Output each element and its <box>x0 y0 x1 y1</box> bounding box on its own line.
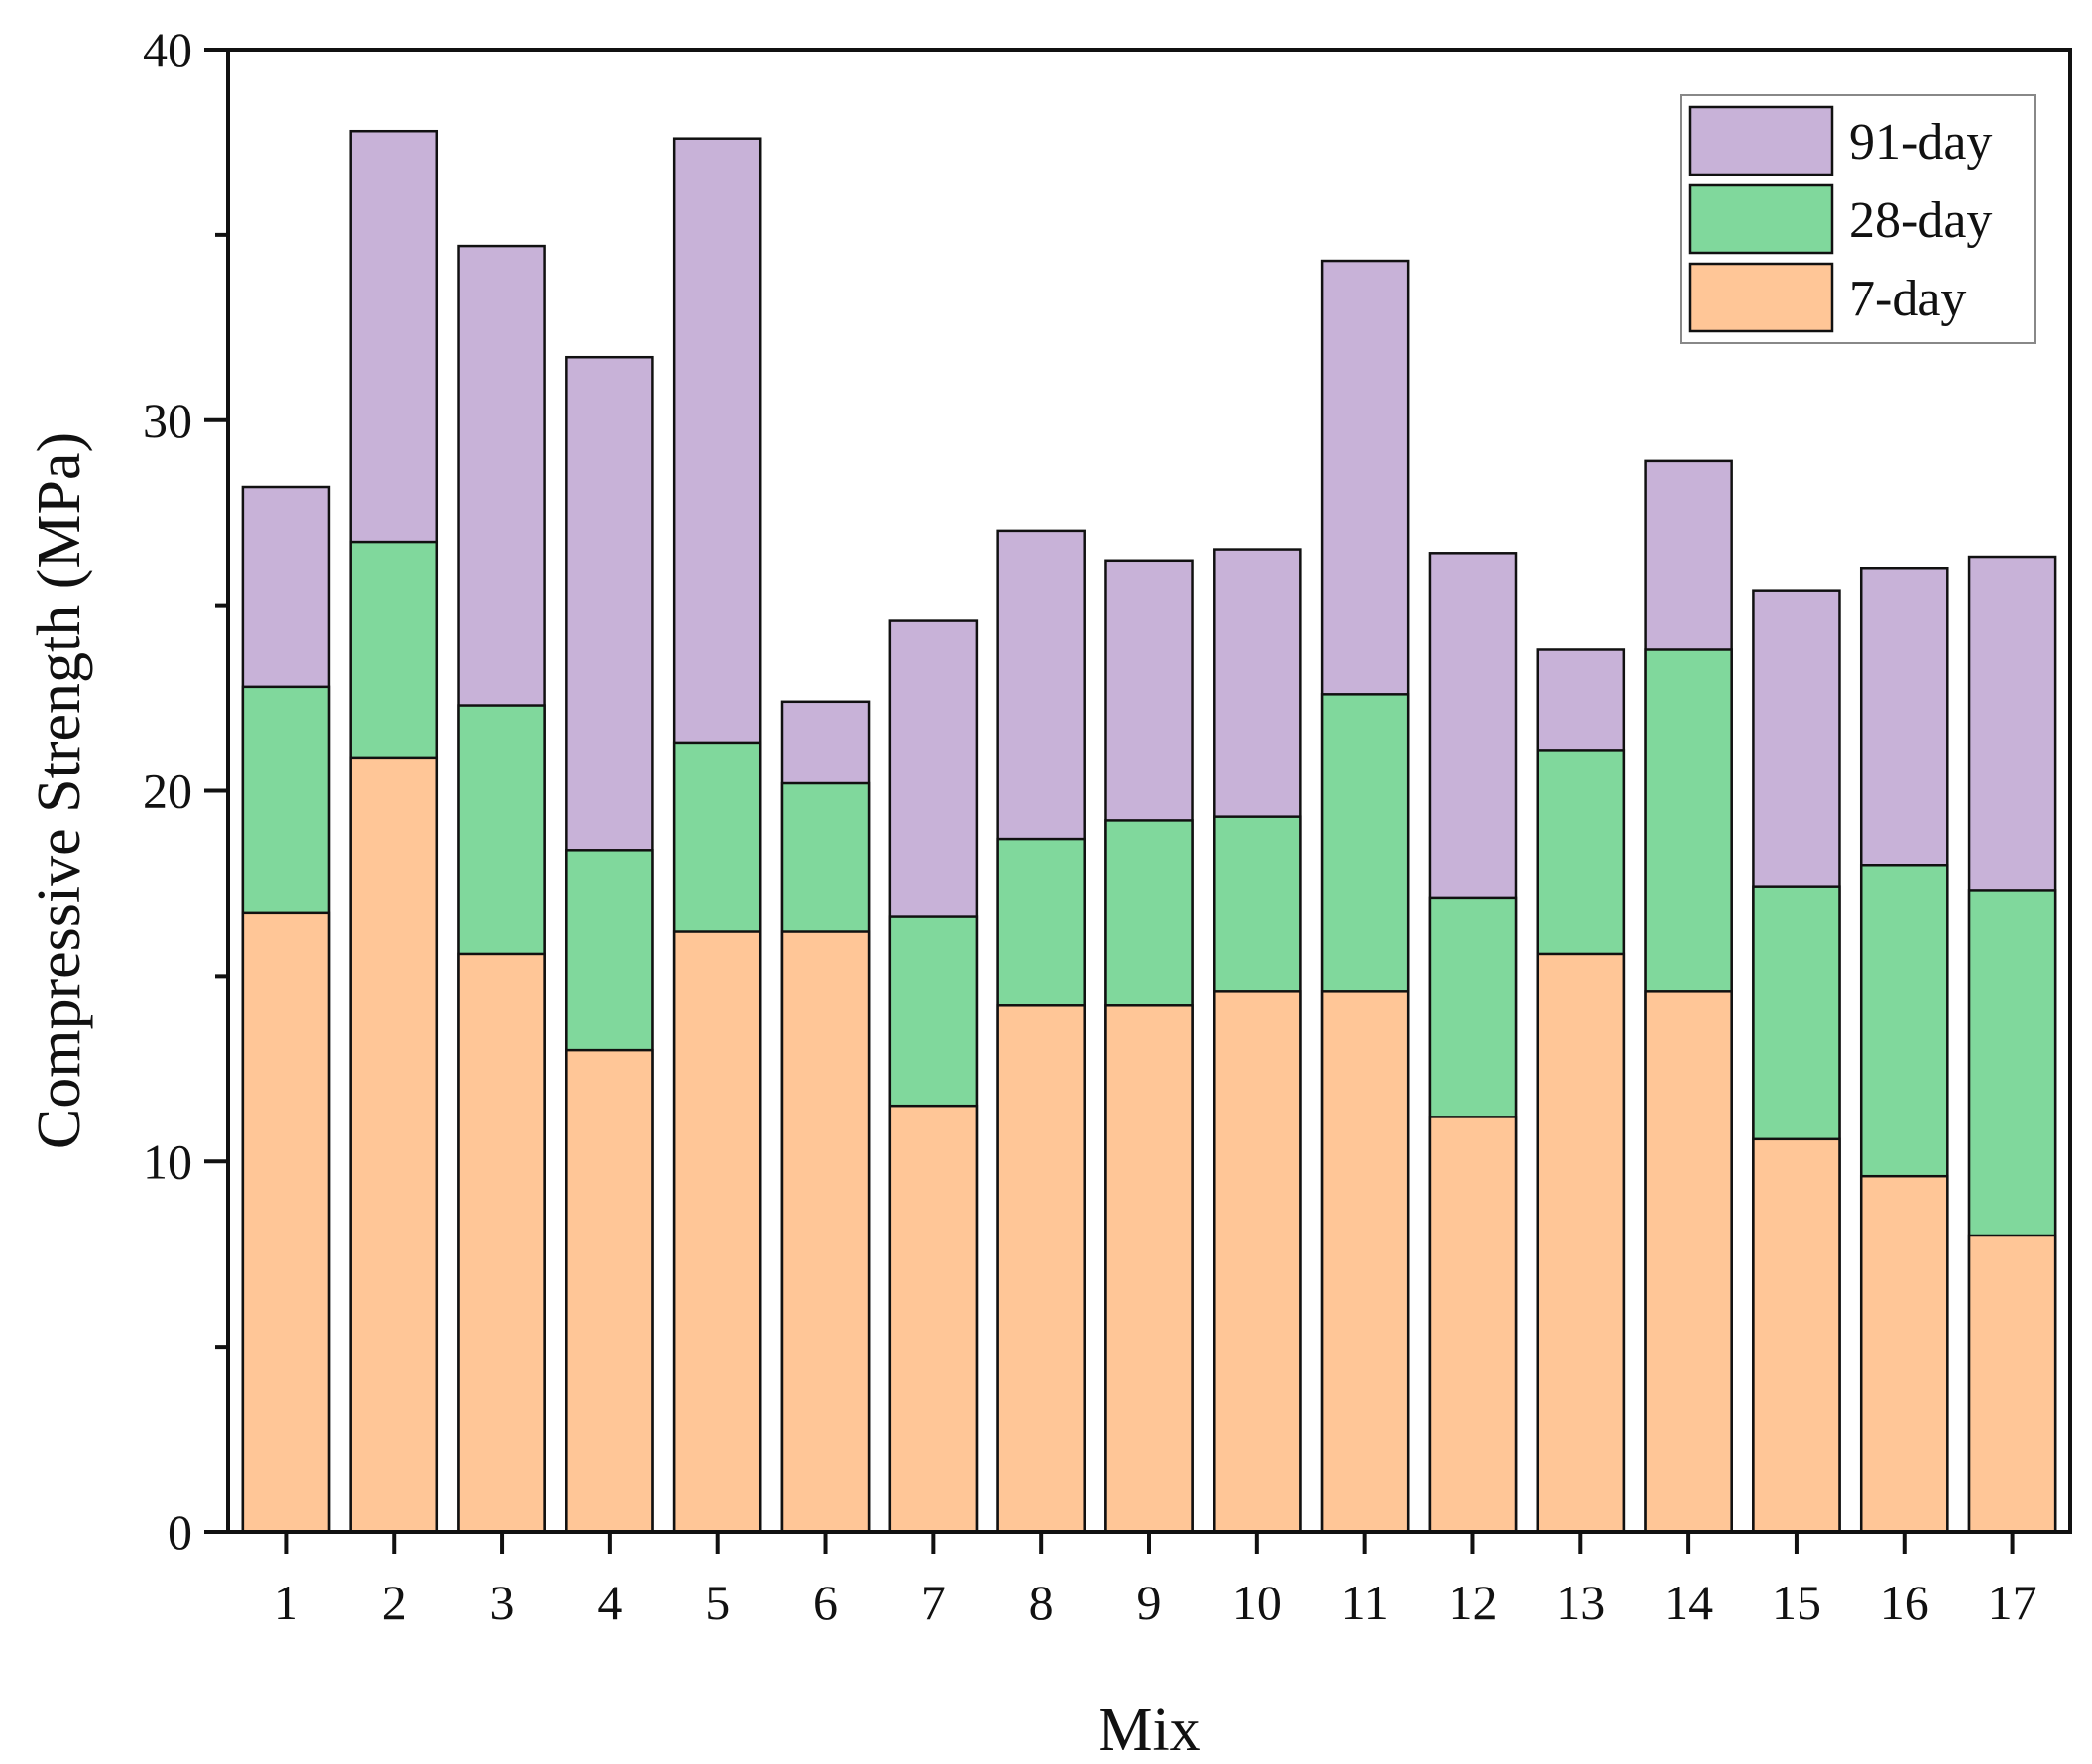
bar-7-day-mix-17 <box>1967 1234 2057 1534</box>
bar-7-day-mix-1 <box>241 911 331 1534</box>
y-tick-label: 40 <box>143 22 192 77</box>
x-tick-label: 5 <box>705 1575 730 1630</box>
bar-7-day-mix-15 <box>1752 1137 1841 1534</box>
y-tick-label: 0 <box>168 1504 192 1560</box>
y-tick-label: 20 <box>143 764 192 819</box>
y-tick-label: 30 <box>143 393 192 448</box>
x-tick-label: 7 <box>921 1575 946 1630</box>
x-tick-label: 2 <box>382 1575 407 1630</box>
legend: 91-day 28-day 7-day <box>1680 94 2036 344</box>
x-tick-label: 1 <box>274 1575 298 1630</box>
bar-7-day-mix-5 <box>672 930 762 1534</box>
legend-swatch-91-day <box>1688 105 1834 176</box>
bar-7-day-mix-11 <box>1320 990 1410 1534</box>
x-tick-label: 12 <box>1448 1575 1497 1630</box>
bar-7-day-mix-12 <box>1428 1116 1518 1534</box>
bar-7-day-mix-7 <box>888 1104 979 1534</box>
bar-7-day-mix-13 <box>1536 952 1626 1534</box>
y-axis-label: Compressive Strength (MPa) <box>26 432 93 1149</box>
bar-7-day-mix-9 <box>1104 1004 1194 1534</box>
x-tick-label: 4 <box>597 1575 622 1630</box>
y-axis: 0 10 20 30 40 <box>143 22 228 1560</box>
bars-group <box>241 129 2057 1534</box>
bar-7-day-mix-3 <box>457 952 546 1534</box>
bar-7-day-mix-10 <box>1213 990 1302 1534</box>
legend-swatch-7-day <box>1688 262 1834 333</box>
legend-label-28-day: 28-day <box>1849 192 1992 249</box>
x-axis: 1 2 3 4 5 6 7 8 9 10 11 12 13 14 15 16 17 <box>274 1532 2037 1630</box>
legend-label-7-day: 7-day <box>1849 271 1966 327</box>
bar-7-day-mix-2 <box>349 756 439 1534</box>
bar-7-day-mix-4 <box>565 1048 654 1534</box>
x-tick-label: 6 <box>813 1575 838 1630</box>
bar-7-day-mix-8 <box>996 1004 1086 1534</box>
x-tick-label: 11 <box>1341 1575 1389 1630</box>
x-tick-label: 3 <box>490 1575 515 1630</box>
x-tick-label: 15 <box>1772 1575 1821 1630</box>
x-tick-label: 9 <box>1137 1575 1162 1630</box>
x-axis-label: Mix <box>1098 1697 1200 1764</box>
x-tick-label: 17 <box>1988 1575 2037 1630</box>
legend-label-91-day: 91-day <box>1849 114 1992 171</box>
legend-swatch-28-day <box>1688 183 1834 255</box>
x-tick-label: 14 <box>1664 1575 1713 1630</box>
bar-7-day-mix-6 <box>780 930 871 1534</box>
y-tick-label: 10 <box>143 1133 192 1189</box>
bar-7-day-mix-14 <box>1644 990 1733 1534</box>
x-tick-label: 16 <box>1880 1575 1929 1630</box>
x-tick-label: 13 <box>1556 1575 1605 1630</box>
x-tick-label: 10 <box>1232 1575 1282 1630</box>
x-tick-label: 8 <box>1029 1575 1054 1630</box>
bar-7-day-mix-16 <box>1859 1174 1949 1534</box>
